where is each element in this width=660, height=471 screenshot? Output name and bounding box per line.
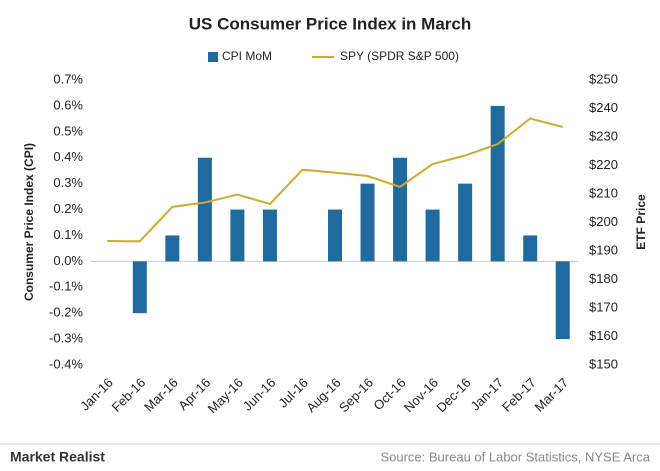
y2-tick-label: $160 bbox=[589, 328, 618, 343]
x-tick-label: Nov-16 bbox=[401, 375, 441, 415]
bar bbox=[458, 183, 473, 262]
y2-tick-label: $240 bbox=[589, 100, 618, 115]
legend-label: SPY (SPDR S&P 500) bbox=[340, 49, 459, 63]
line bbox=[107, 117, 563, 243]
bar bbox=[360, 183, 375, 262]
legend-label: CPI MoM bbox=[222, 49, 272, 63]
bar bbox=[393, 157, 408, 262]
y-tick-label: -0.3% bbox=[49, 331, 83, 346]
x-tick-label: Dec-16 bbox=[433, 375, 473, 415]
x-tick-label: Sep-16 bbox=[336, 375, 376, 415]
source: Source: Bureau of Labor Statistics, NYSE… bbox=[380, 449, 650, 464]
x-tick-label: Feb-17 bbox=[499, 375, 539, 415]
y-tick-label: 0.2% bbox=[53, 201, 83, 216]
brand: Market Realist bbox=[10, 449, 105, 465]
y-tick-label: 0.3% bbox=[53, 175, 83, 190]
bar bbox=[132, 261, 147, 314]
y2-tick-label: $170 bbox=[589, 299, 618, 314]
x-tick-label: May-16 bbox=[205, 375, 246, 416]
bar bbox=[165, 235, 180, 262]
x-tick-label: Mar-16 bbox=[141, 375, 181, 415]
legend-swatch bbox=[208, 52, 218, 62]
x-tick-label: Jan-16 bbox=[77, 375, 116, 414]
bar bbox=[230, 209, 245, 262]
y-tick-label: -0.1% bbox=[49, 279, 83, 294]
x-tick-label: Jun-16 bbox=[240, 375, 279, 414]
y-tick-label: 0.4% bbox=[53, 149, 83, 164]
y-tick-label: 0.0% bbox=[53, 253, 83, 268]
y2-tick-label: $220 bbox=[589, 157, 618, 172]
x-tick-label: Mar-17 bbox=[532, 375, 572, 415]
bar bbox=[328, 209, 342, 262]
y-tick-label: 0.5% bbox=[53, 123, 83, 138]
y-axis-title: Consumer Price Index (CPI) bbox=[22, 143, 36, 301]
bar bbox=[197, 157, 212, 262]
y2-tick-label: $150 bbox=[589, 356, 618, 371]
x-tick-label: Feb-16 bbox=[109, 375, 149, 415]
y2-tick-label: $200 bbox=[589, 214, 618, 229]
y2-tick-label: $230 bbox=[589, 128, 618, 143]
bar bbox=[425, 209, 440, 262]
chart-title: US Consumer Price Index in March bbox=[189, 14, 471, 33]
bar bbox=[555, 261, 570, 340]
y2-tick-label: $180 bbox=[589, 271, 618, 286]
x-tick-label: Aug-16 bbox=[303, 375, 343, 415]
y-tick-label: 0.1% bbox=[53, 227, 83, 242]
y2-axis-title: ETF Price bbox=[634, 194, 648, 250]
bar bbox=[490, 105, 505, 262]
bar bbox=[262, 209, 277, 262]
bar bbox=[523, 235, 538, 262]
y-tick-label: -0.2% bbox=[49, 305, 83, 320]
y2-tick-label: $250 bbox=[589, 71, 618, 86]
y2-tick-label: $190 bbox=[589, 242, 618, 257]
x-tick-label: Jan-17 bbox=[468, 375, 507, 414]
y2-tick-label: $210 bbox=[589, 185, 618, 200]
y-tick-label: 0.6% bbox=[53, 97, 83, 112]
y-tick-label: 0.7% bbox=[53, 71, 83, 86]
y-tick-label: -0.4% bbox=[49, 356, 83, 371]
